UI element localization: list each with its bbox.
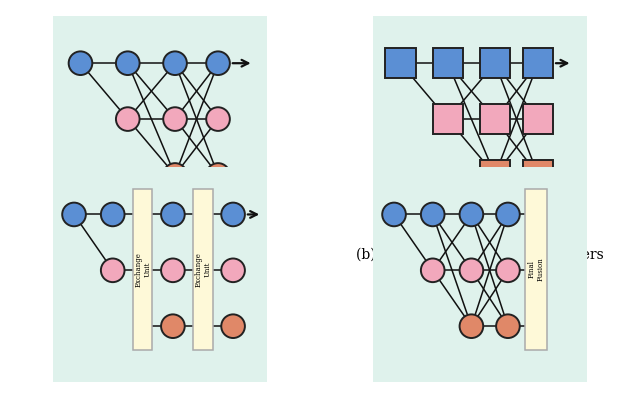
Bar (523, 48, 553, 78)
Circle shape (421, 259, 445, 282)
Circle shape (163, 51, 187, 75)
Circle shape (421, 203, 445, 226)
Circle shape (161, 259, 185, 282)
FancyBboxPatch shape (193, 189, 212, 350)
Circle shape (62, 203, 86, 226)
Bar (480, 104, 510, 134)
Circle shape (206, 163, 230, 187)
Bar (385, 48, 415, 78)
FancyBboxPatch shape (525, 189, 547, 350)
Circle shape (460, 314, 483, 338)
Circle shape (206, 51, 230, 75)
Circle shape (460, 259, 483, 282)
Circle shape (161, 203, 185, 226)
Circle shape (496, 203, 520, 226)
Text: (b)  Revision in Convolution Layers: (b) Revision in Convolution Layers (356, 248, 604, 262)
Circle shape (460, 203, 483, 226)
Circle shape (496, 314, 520, 338)
Text: (a)  HRNet: (a) HRNet (122, 248, 198, 262)
Circle shape (221, 314, 245, 338)
Text: Exchange
Unit: Exchange Unit (134, 252, 152, 287)
Bar (523, 104, 553, 134)
Text: Final
Fusion: Final Fusion (527, 258, 545, 281)
FancyBboxPatch shape (133, 189, 152, 350)
Circle shape (382, 203, 406, 226)
Circle shape (101, 203, 125, 226)
Text: Exchange
Unit: Exchange Unit (195, 252, 212, 287)
Circle shape (68, 51, 92, 75)
Circle shape (116, 107, 140, 131)
Circle shape (163, 107, 187, 131)
Circle shape (496, 259, 520, 282)
Circle shape (161, 314, 185, 338)
Bar (433, 48, 463, 78)
Circle shape (163, 163, 187, 187)
Circle shape (206, 107, 230, 131)
Bar (480, 48, 510, 78)
Circle shape (116, 51, 140, 75)
Circle shape (221, 259, 245, 282)
Circle shape (221, 203, 245, 226)
Bar (480, 160, 510, 190)
Circle shape (101, 259, 125, 282)
Bar (523, 160, 553, 190)
Bar (433, 104, 463, 134)
